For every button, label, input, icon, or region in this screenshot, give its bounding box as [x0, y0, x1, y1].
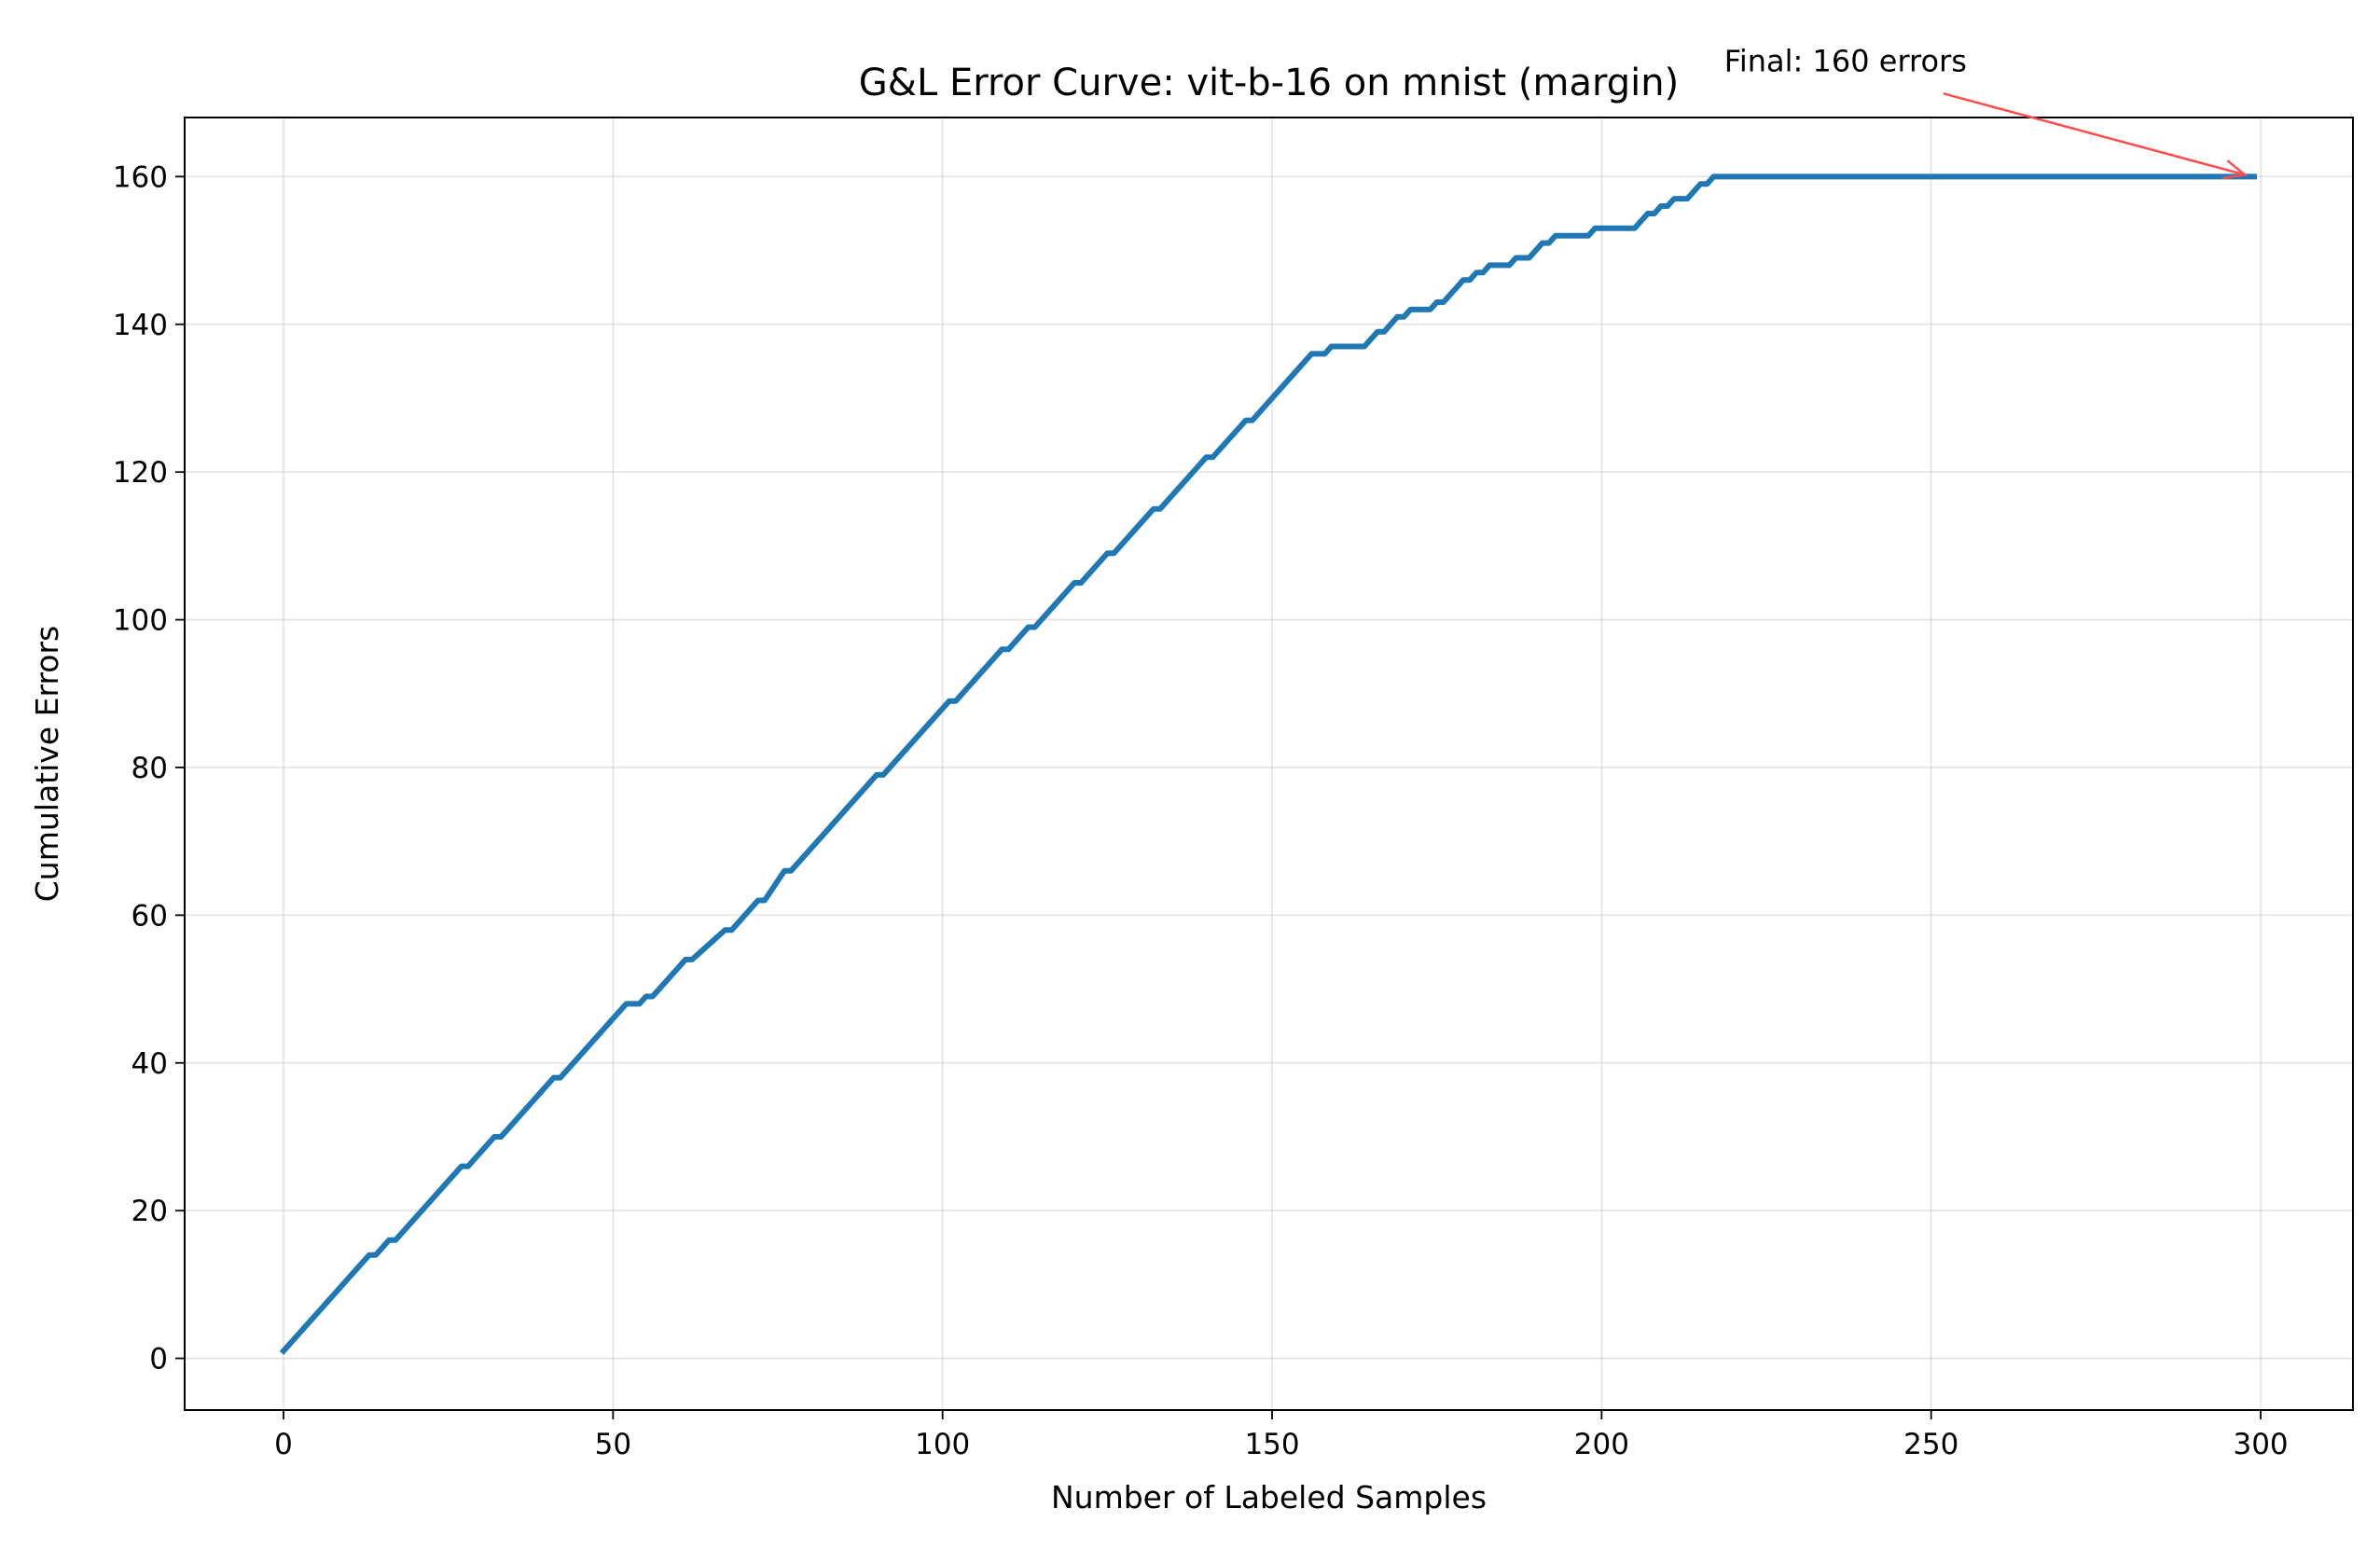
series-line: [279, 173, 2257, 1355]
y-tick-label: 0: [149, 1343, 168, 1376]
y-tick-label: 60: [131, 899, 168, 933]
y-tick-label: 160: [113, 160, 168, 194]
x-tick-label: 100: [915, 1428, 970, 1461]
final-annotation: Final: 160 errors: [1724, 43, 2248, 180]
y-axis-label: Cumulative Errors: [29, 626, 65, 902]
y-tick-label: 40: [131, 1047, 168, 1081]
data-series: [279, 173, 2257, 1355]
y-tick-label: 20: [131, 1195, 168, 1228]
y-tick-label: 120: [113, 456, 168, 490]
annotation-text: Final: 160 errors: [1724, 43, 1967, 78]
y-tick-label: 140: [113, 309, 168, 342]
annotation-arrow: [1943, 92, 2246, 176]
x-tick-label: 50: [595, 1428, 631, 1461]
grid-lines: [185, 118, 2353, 1410]
x-axis-label: Number of Labeled Samples: [1051, 1479, 1487, 1515]
annotation-arrow-head: [2222, 159, 2248, 180]
plot-area-frame: [184, 117, 2354, 1411]
x-tick-label: 300: [2233, 1428, 2288, 1461]
x-tick-label: 200: [1574, 1428, 1629, 1461]
x-tick-label: 250: [1903, 1428, 1958, 1461]
y-tick-label: 80: [131, 752, 168, 785]
chart-title: G&L Error Curve: vit-b-16 on mnist (marg…: [859, 62, 1679, 104]
y-tick-label: 100: [113, 604, 168, 638]
x-tick-label: 150: [1244, 1428, 1299, 1461]
axis-ticks: 0 50 100 150 200 250 300 0 20 40 60 80 100 120 140 160: [113, 160, 2289, 1461]
x-tick-label: 0: [274, 1428, 293, 1461]
